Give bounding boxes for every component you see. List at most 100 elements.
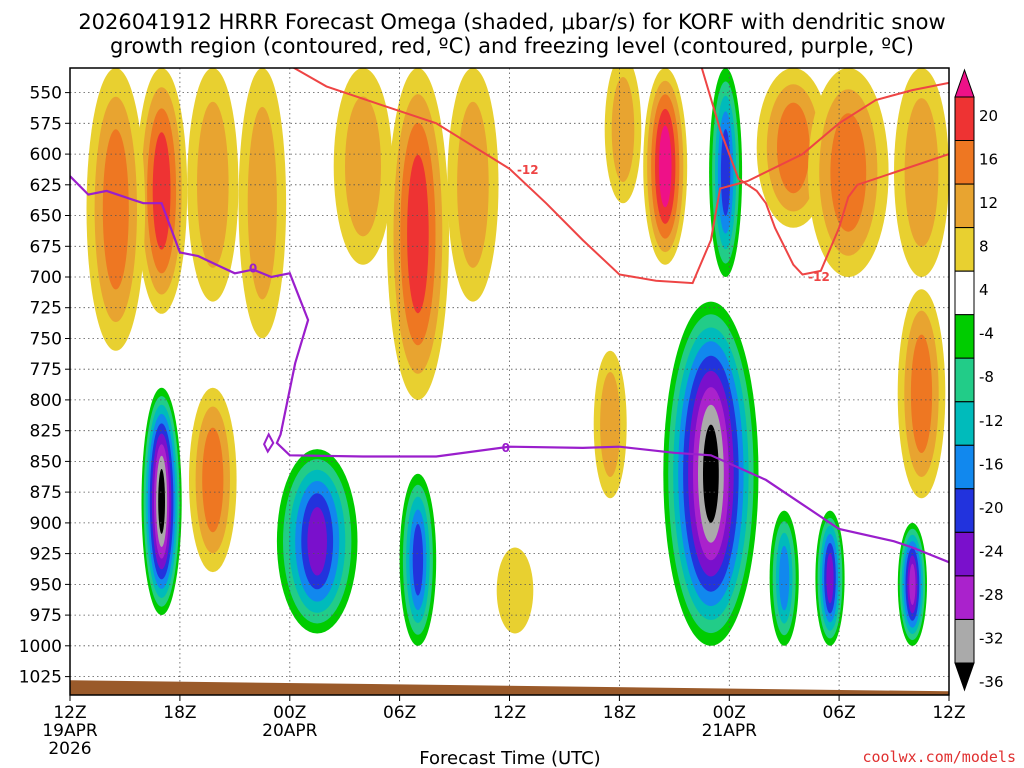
omega-cell-3-1 <box>197 101 229 268</box>
omega-cell-20-1 <box>904 98 939 247</box>
omega-cell-7-1 <box>345 96 381 237</box>
y-tick-label-800: 800 <box>30 391 62 411</box>
colorbar-label-6: -8 <box>979 368 994 386</box>
omega-cell-21-5 <box>826 553 834 604</box>
colorbar-box-4 <box>954 270 975 316</box>
y-tick-label-650: 650 <box>30 207 62 227</box>
y-axis: 550 575 600 625 650 675 700 725 750 775 800 825 850 8… <box>19 84 70 688</box>
omega-cell-12-1 <box>600 372 621 477</box>
omega-cell-1-3 <box>152 132 171 250</box>
colorbar-label-0: 20 <box>979 107 998 125</box>
colorbar-box-12 <box>954 619 975 664</box>
omega-cell-15-8 <box>703 424 719 523</box>
colorbar-label-4: 4 <box>979 281 989 299</box>
omega-shading <box>86 68 949 646</box>
x-tick-label-48: 12Z <box>932 703 965 723</box>
colorbar-label-12: -32 <box>979 630 1004 648</box>
dendritic-contour-upper <box>292 68 949 285</box>
colorbar-box-11 <box>954 575 975 620</box>
y-tick-label-925: 925 <box>30 545 62 565</box>
omega-cell-11-0 <box>496 547 534 634</box>
freezing-level-contour <box>70 175 949 564</box>
freezing-label-2: 0 <box>502 441 510 455</box>
colorbar-box-6 <box>954 357 975 403</box>
omega-cell-18-2 <box>830 113 867 232</box>
y-tick-label-950: 950 <box>30 575 62 595</box>
omega-cell-9-4 <box>412 524 424 596</box>
x-tick-label-6: 18Z <box>163 703 196 723</box>
y-tick-label-575: 575 <box>30 114 62 134</box>
x-tick-sublabel-0-1: 2026 <box>48 739 91 759</box>
y-tick-label-975: 975 <box>30 606 62 626</box>
y-tick-label-600: 600 <box>30 145 62 165</box>
colorbar-box-2 <box>954 183 975 229</box>
y-tick-label-875: 875 <box>30 483 62 503</box>
x-tick-label-30: 18Z <box>603 703 636 723</box>
colorbar-label-8: -16 <box>979 455 1004 473</box>
omega-cell-8-3 <box>407 154 429 314</box>
chart-title-line-2: growth region (contoured, red, ºC) and f… <box>110 34 914 58</box>
y-tick-label-700: 700 <box>30 268 62 288</box>
dendritic-contour-lower <box>700 68 949 276</box>
omega-cell-19-2 <box>910 334 933 453</box>
x-axis-title: Forecast Time (UTC) <box>419 748 600 768</box>
x-tick-sublabel-0-0: 19APR <box>42 721 98 741</box>
y-tick-label-675: 675 <box>30 237 62 257</box>
colorbar-label-2: 12 <box>979 194 998 212</box>
y-tick-label-850: 850 <box>30 452 62 472</box>
x-tick-label-24: 12Z <box>493 703 526 723</box>
omega-cell-0-8 <box>158 469 166 534</box>
colorbar-label-1: 16 <box>979 151 998 169</box>
x-tick-label-18: 06Z <box>383 703 416 723</box>
y-tick-label-825: 825 <box>30 422 62 442</box>
colorbar-label-13: -36 <box>979 673 1004 691</box>
chart-title-line-1: 2026041912 HRRR Forecast Omega (shaded, … <box>78 10 945 34</box>
x-tick-label-42: 06Z <box>822 703 855 723</box>
colorbar-label-11: -28 <box>979 586 1004 604</box>
contours: -12 -12 0 0 <box>70 68 949 564</box>
credit-text: coolwx.com/models <box>862 748 1016 766</box>
x-tick-label-12: 00Z <box>273 703 306 723</box>
colorbar-label-9: -20 <box>979 499 1004 517</box>
freezing-level-loop <box>263 432 275 454</box>
colorbar-box-8 <box>954 444 975 490</box>
y-tick-label-625: 625 <box>30 176 62 196</box>
colorbar-box-1 <box>954 140 975 185</box>
y-tick-label-775: 775 <box>30 360 62 380</box>
freezing-label-1: 0 <box>249 261 257 275</box>
x-tick-label-36: 00Z <box>713 703 746 723</box>
omega-cell-17-2 <box>777 102 810 194</box>
colorbar-label-5: -4 <box>979 325 994 343</box>
colorbar-box-10 <box>954 531 975 577</box>
plot-area: -12 -12 0 0 <box>70 68 949 695</box>
x-tick-sublabel-12-0: 20APR <box>262 721 318 741</box>
ground-fill <box>70 680 949 695</box>
colorbar-label-7: -12 <box>979 412 1004 430</box>
y-tick-label-1000: 1000 <box>19 637 62 657</box>
colorbar-box-9 <box>954 488 975 533</box>
x-tick-label-0: 12Z <box>53 703 86 723</box>
colorbar-box-5 <box>954 314 975 359</box>
colorbar-label-3: 8 <box>979 238 989 256</box>
omega-cell-13-1 <box>611 77 635 182</box>
y-tick-label-725: 725 <box>30 299 62 319</box>
omega-cell-6-5 <box>307 507 328 576</box>
colorbar-top-arrow <box>954 68 975 98</box>
omega-cell-23-3 <box>779 545 790 611</box>
colorbar-bottom-arrow <box>954 662 975 692</box>
dgz-label-1: -12 <box>517 163 539 177</box>
y-tick-label-900: 900 <box>30 514 62 534</box>
colorbar-box-3 <box>954 227 975 272</box>
colorbar-box-0 <box>954 96 975 141</box>
y-tick-label-550: 550 <box>30 84 62 104</box>
omega-cell-2-2 <box>102 129 129 290</box>
y-tick-label-1025: 1025 <box>19 668 62 688</box>
y-tick-label-750: 750 <box>30 330 62 350</box>
colorbar: 20 16 12 8 4 -4 -8 -12 -16 -20 -24 -28 -32 -36 <box>954 68 1004 692</box>
colorbar-box-7 <box>954 401 975 446</box>
dgz-label-2: -12 <box>808 270 830 284</box>
omega-cell-10-1 <box>457 101 489 268</box>
omega-cell-14-4 <box>658 125 672 208</box>
